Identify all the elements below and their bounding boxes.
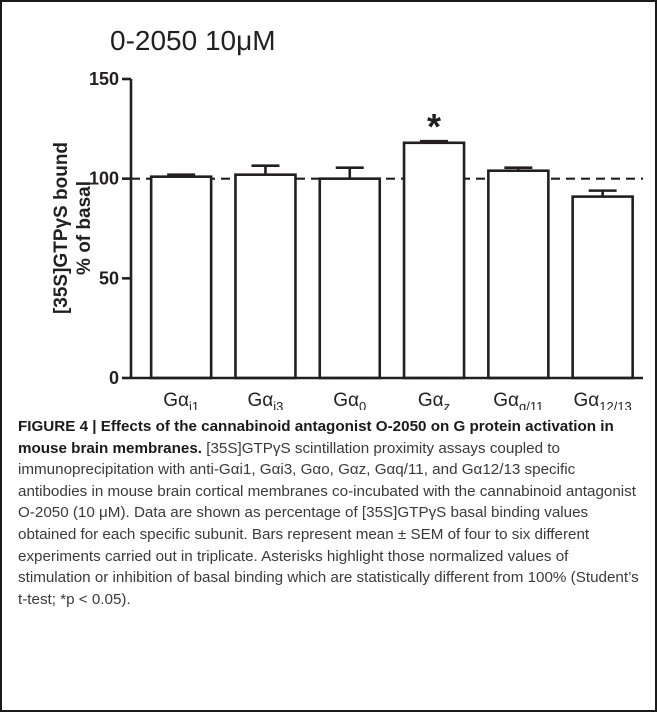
bar-3: [402, 141, 466, 380]
bar-0: [149, 175, 213, 380]
y-axis-label-line1: [35S]GTPγS bound: [51, 142, 72, 314]
significance-marker-3: *: [427, 106, 441, 147]
caption-label: FIGURE 4 | Effects of the cannabinoid an…: [18, 418, 614, 457]
bar-5: [571, 195, 634, 380]
chart-title: 0-2050 10μM: [110, 25, 276, 56]
bar-2: [318, 177, 382, 380]
caption-text: [35S]GTPγS scintillation proximity assay…: [18, 439, 639, 608]
bar-chart: 0-2050 10μM [35S]GTPγS bound % of basal …: [51, 25, 643, 410]
bar-1: [234, 173, 297, 380]
x-tick-label-5: Gα12/13: [573, 390, 631, 410]
x-tick-label-2: Gα0: [333, 390, 366, 410]
bar-4: [487, 169, 550, 380]
frame-right-border: [655, 0, 657, 712]
x-tick-label-0: Gαi1: [163, 390, 199, 410]
x-tick-label-4: Gαq/11: [493, 390, 543, 410]
frame-left-border: [0, 0, 2, 712]
y-tick-label-0: 0: [109, 368, 119, 388]
x-tick-label-3: Gαz: [418, 390, 450, 410]
frame-bottom-border: [0, 710, 657, 712]
x-tick-label-1: Gαi3: [248, 390, 284, 410]
y-tick-label-150: 150: [89, 69, 119, 89]
y-axis-label-line2: % of basal: [74, 181, 95, 275]
frame-top-border: [0, 0, 657, 2]
y-tick-label-100: 100: [89, 169, 119, 189]
y-tick-label-50: 50: [99, 268, 119, 288]
figure-caption: FIGURE 4 | Effects of the cannabinoid an…: [18, 416, 644, 610]
